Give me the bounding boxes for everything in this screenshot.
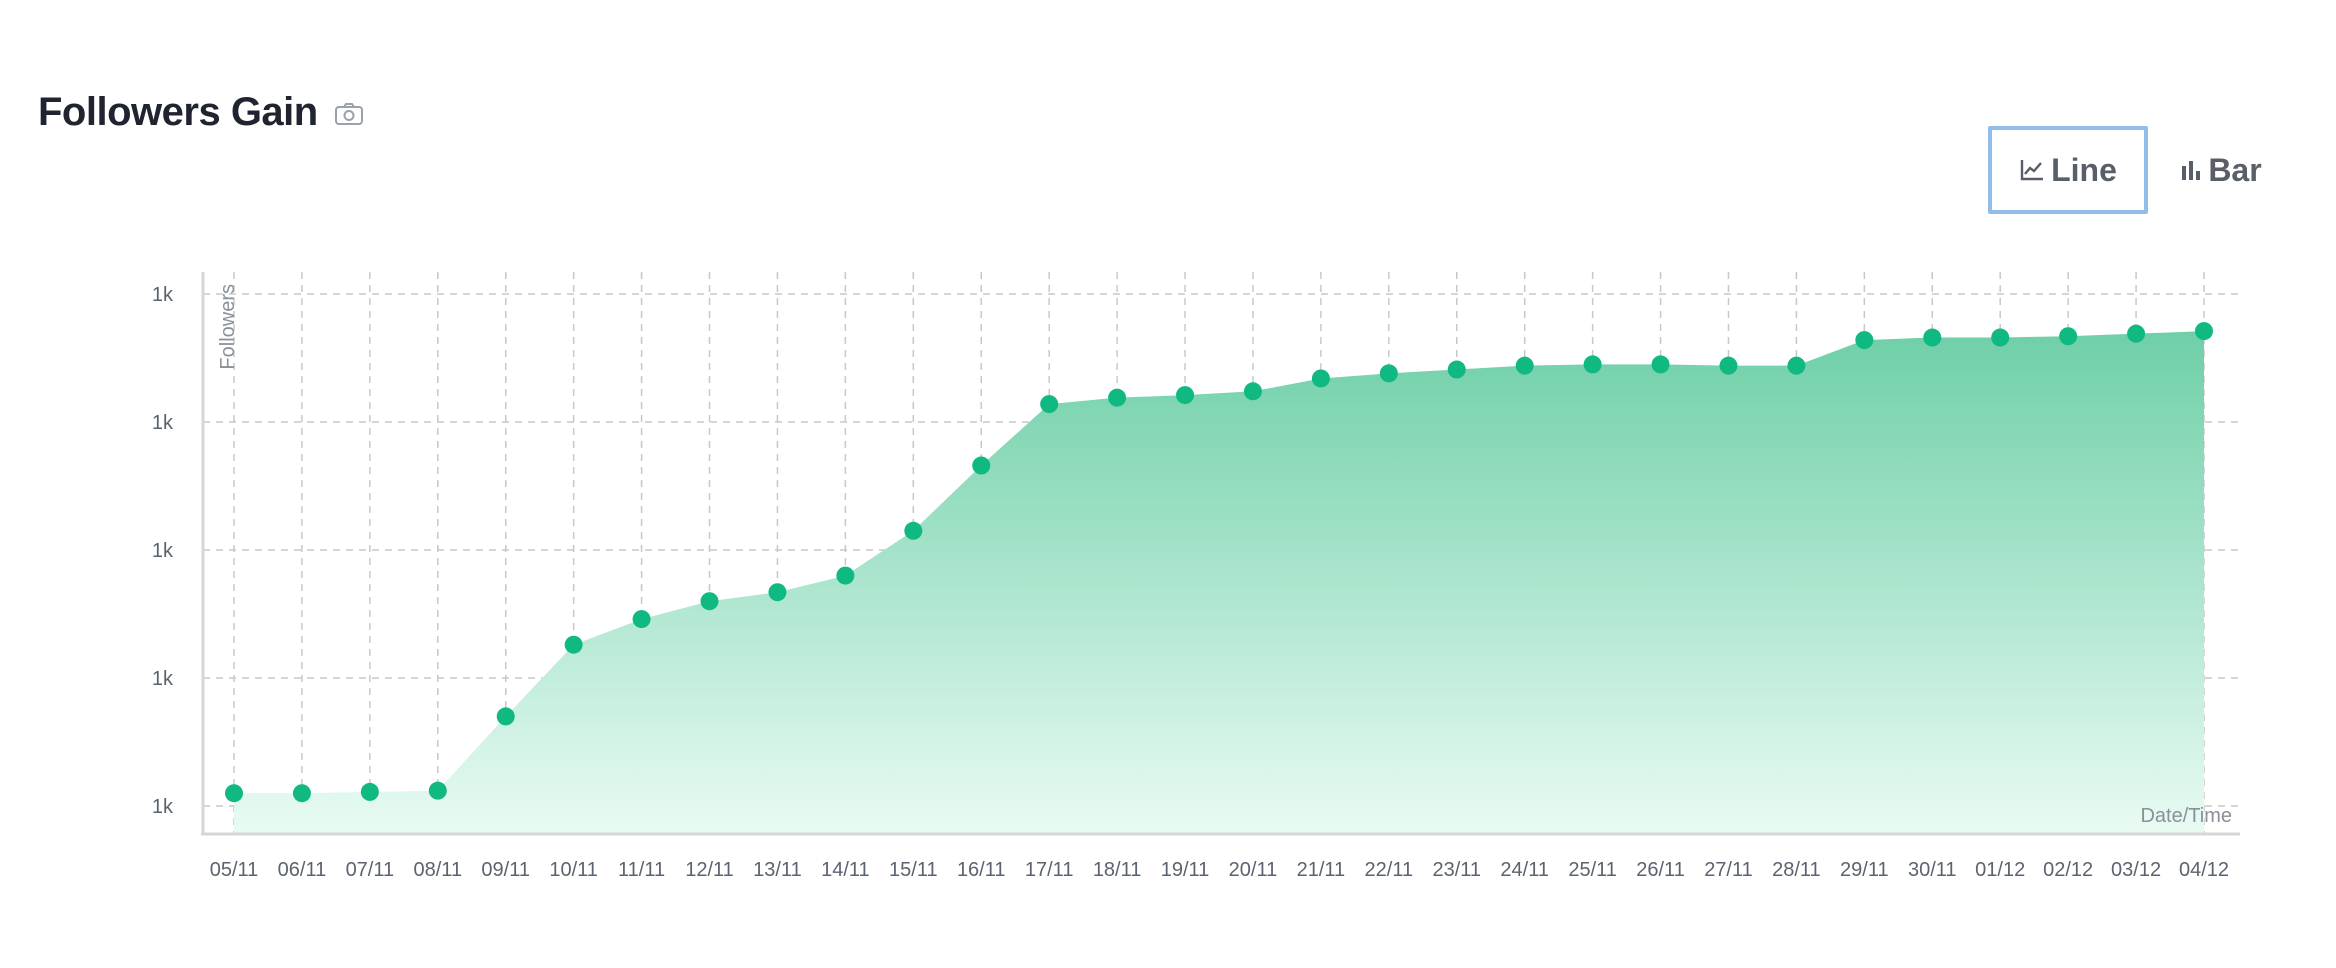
x-tick-label: 19/11 (1161, 859, 1210, 881)
x-tick-label: 06/11 (278, 859, 327, 881)
y-tick-label: 1k (152, 668, 174, 690)
data-point[interactable] (292, 784, 311, 803)
line-view-label: Line (2051, 151, 2117, 188)
data-point[interactable] (1243, 382, 1262, 401)
x-tick-label: 03/12 (2111, 859, 2161, 881)
line-view-button[interactable]: Line (1988, 126, 2148, 214)
x-tick-label: 30/11 (1908, 859, 1957, 881)
data-point[interactable] (700, 592, 719, 611)
data-point[interactable] (2195, 322, 2213, 341)
x-tick-label: 14/11 (821, 859, 870, 881)
data-point[interactable] (836, 566, 855, 585)
x-tick-label: 26/11 (1636, 859, 1685, 881)
y-axis-title: Followers (217, 284, 239, 370)
x-tick-label: 01/12 (1975, 859, 2025, 881)
data-point[interactable] (1855, 331, 1874, 350)
data-point[interactable] (1447, 360, 1466, 379)
x-tick-label: 02/12 (2043, 859, 2093, 881)
y-tick-label: 1k (152, 540, 174, 562)
x-tick-label: 20/11 (1229, 859, 1278, 881)
data-point[interactable] (496, 707, 515, 726)
x-tick-label: 13/11 (753, 859, 802, 881)
data-point[interactable] (1108, 388, 1127, 407)
bar-view-label: Bar (2208, 151, 2262, 188)
data-point[interactable] (1176, 386, 1195, 405)
x-tick-label: 05/11 (210, 859, 259, 881)
data-point[interactable] (428, 781, 447, 800)
camera-icon[interactable] (334, 102, 364, 126)
data-point[interactable] (1379, 364, 1398, 383)
data-point[interactable] (768, 583, 787, 602)
x-tick-label: 21/11 (1297, 859, 1346, 881)
x-tick-label: 23/11 (1432, 859, 1481, 881)
x-tick-label: 11/11 (618, 859, 665, 881)
data-point[interactable] (972, 456, 991, 475)
x-tick-label: 17/11 (1025, 859, 1074, 881)
x-axis-title: Date/Time (2140, 805, 2232, 827)
page-title: Followers Gain (38, 90, 318, 134)
series-area (234, 331, 2204, 834)
data-point[interactable] (1311, 369, 1330, 388)
line-chart-icon (2020, 160, 2044, 181)
x-tick-label: 12/11 (685, 859, 734, 881)
x-tick-label: 28/11 (1772, 859, 1821, 881)
data-point[interactable] (225, 784, 243, 803)
data-point[interactable] (1719, 356, 1738, 375)
x-tick-label: 09/11 (481, 859, 530, 881)
data-point[interactable] (1923, 328, 1942, 347)
y-tick-label: 1k (152, 284, 174, 306)
data-point[interactable] (1991, 328, 2010, 347)
data-point[interactable] (564, 635, 583, 654)
data-point[interactable] (1040, 395, 1059, 414)
x-tick-label: 25/11 (1568, 859, 1617, 881)
x-tick-label: 15/11 (889, 859, 938, 881)
data-point[interactable] (1787, 356, 1806, 375)
x-tick-label: 10/11 (549, 859, 598, 881)
y-tick-label: 1k (152, 796, 174, 818)
x-tick-label: 22/11 (1365, 859, 1414, 881)
data-point[interactable] (904, 521, 923, 540)
data-point[interactable] (632, 610, 651, 629)
bar-chart-icon (2182, 161, 2201, 180)
data-point[interactable] (360, 782, 379, 801)
data-point[interactable] (1515, 356, 1534, 375)
data-point[interactable] (2127, 324, 2146, 343)
data-point[interactable] (1583, 355, 1602, 374)
x-tick-label: 24/11 (1500, 859, 1549, 881)
data-point[interactable] (1651, 355, 1670, 374)
x-tick-label: 08/11 (414, 859, 463, 881)
x-tick-label: 27/11 (1704, 859, 1753, 881)
x-tick-label: 07/11 (346, 859, 395, 881)
x-tick-label: 18/11 (1093, 859, 1142, 881)
x-tick-label: 04/12 (2179, 859, 2229, 881)
bar-view-button[interactable]: Bar (2176, 126, 2266, 214)
x-tick-label: 29/11 (1840, 859, 1889, 881)
y-tick-label: 1k (152, 412, 174, 434)
x-tick-label: 16/11 (957, 859, 1006, 881)
data-point[interactable] (2059, 327, 2078, 346)
